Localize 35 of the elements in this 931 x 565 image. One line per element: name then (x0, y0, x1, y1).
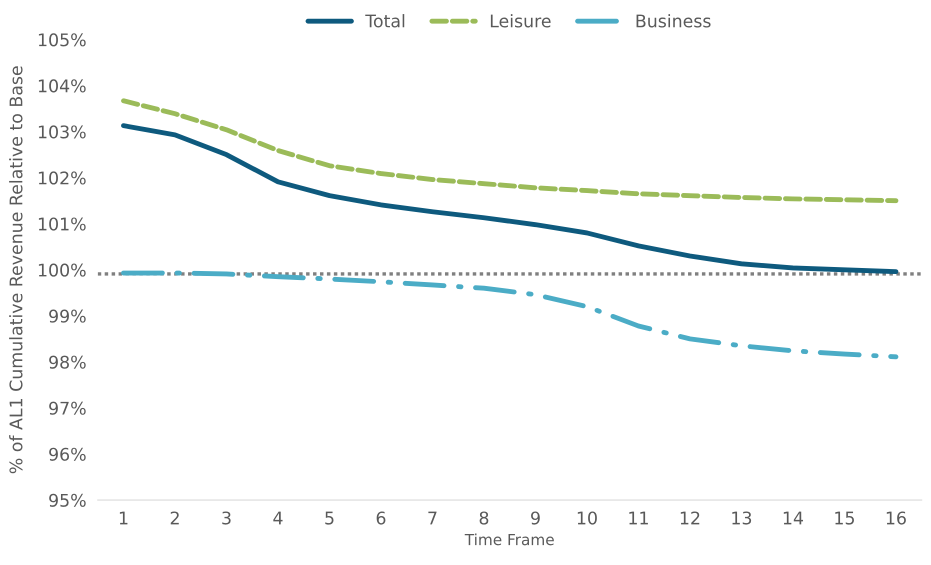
x-tick-label: 5 (325, 512, 334, 525)
x-tick-label: 2 (170, 511, 179, 524)
y-tick-label: 96% (49, 448, 86, 461)
line-series (121, 270, 898, 360)
x-tick-label: 1 (120, 512, 128, 524)
y-tick-label: 95% (49, 494, 86, 507)
y-tick-label: 103% (38, 125, 86, 138)
y-tick-label: 98% (49, 356, 86, 369)
y-tick-label: 101% (38, 217, 86, 231)
x-axis-title: Time Frame (464, 533, 554, 546)
x-tick-label: 3 (222, 511, 231, 525)
x-tick-label: 11 (629, 512, 648, 524)
x-tick-label: 10 (578, 511, 597, 525)
y-tick-label: 97% (49, 402, 86, 415)
y-tick-label: 105% (38, 33, 86, 46)
x-tick-label: 12 (680, 511, 700, 524)
x-tick-label: 15 (835, 512, 854, 525)
y-axis-title: % of AL1 Cumulative Revenue Relative to Base (9, 66, 23, 474)
y-tick-label: 100% (38, 264, 86, 277)
x-tick-label: 14 (784, 512, 804, 524)
y-tick-label: 104% (38, 79, 86, 92)
legend-label: Leisure (490, 14, 551, 28)
x-tick-label: 9 (531, 511, 540, 525)
x-tick-label: 16 (886, 511, 906, 525)
y-tick-label: 102% (38, 171, 86, 185)
line-series (121, 98, 898, 204)
x-tick-label: 7 (428, 512, 437, 524)
x-tick-label: 6 (376, 511, 386, 525)
x-tick-label: 8 (480, 511, 488, 525)
x-tick-label: 13 (732, 511, 752, 525)
legend-label: Total (365, 14, 404, 28)
y-tick-label: 99% (49, 310, 86, 323)
legend-label: Business (636, 14, 711, 28)
line-series (121, 123, 898, 274)
x-tick-label: 4 (273, 512, 283, 524)
